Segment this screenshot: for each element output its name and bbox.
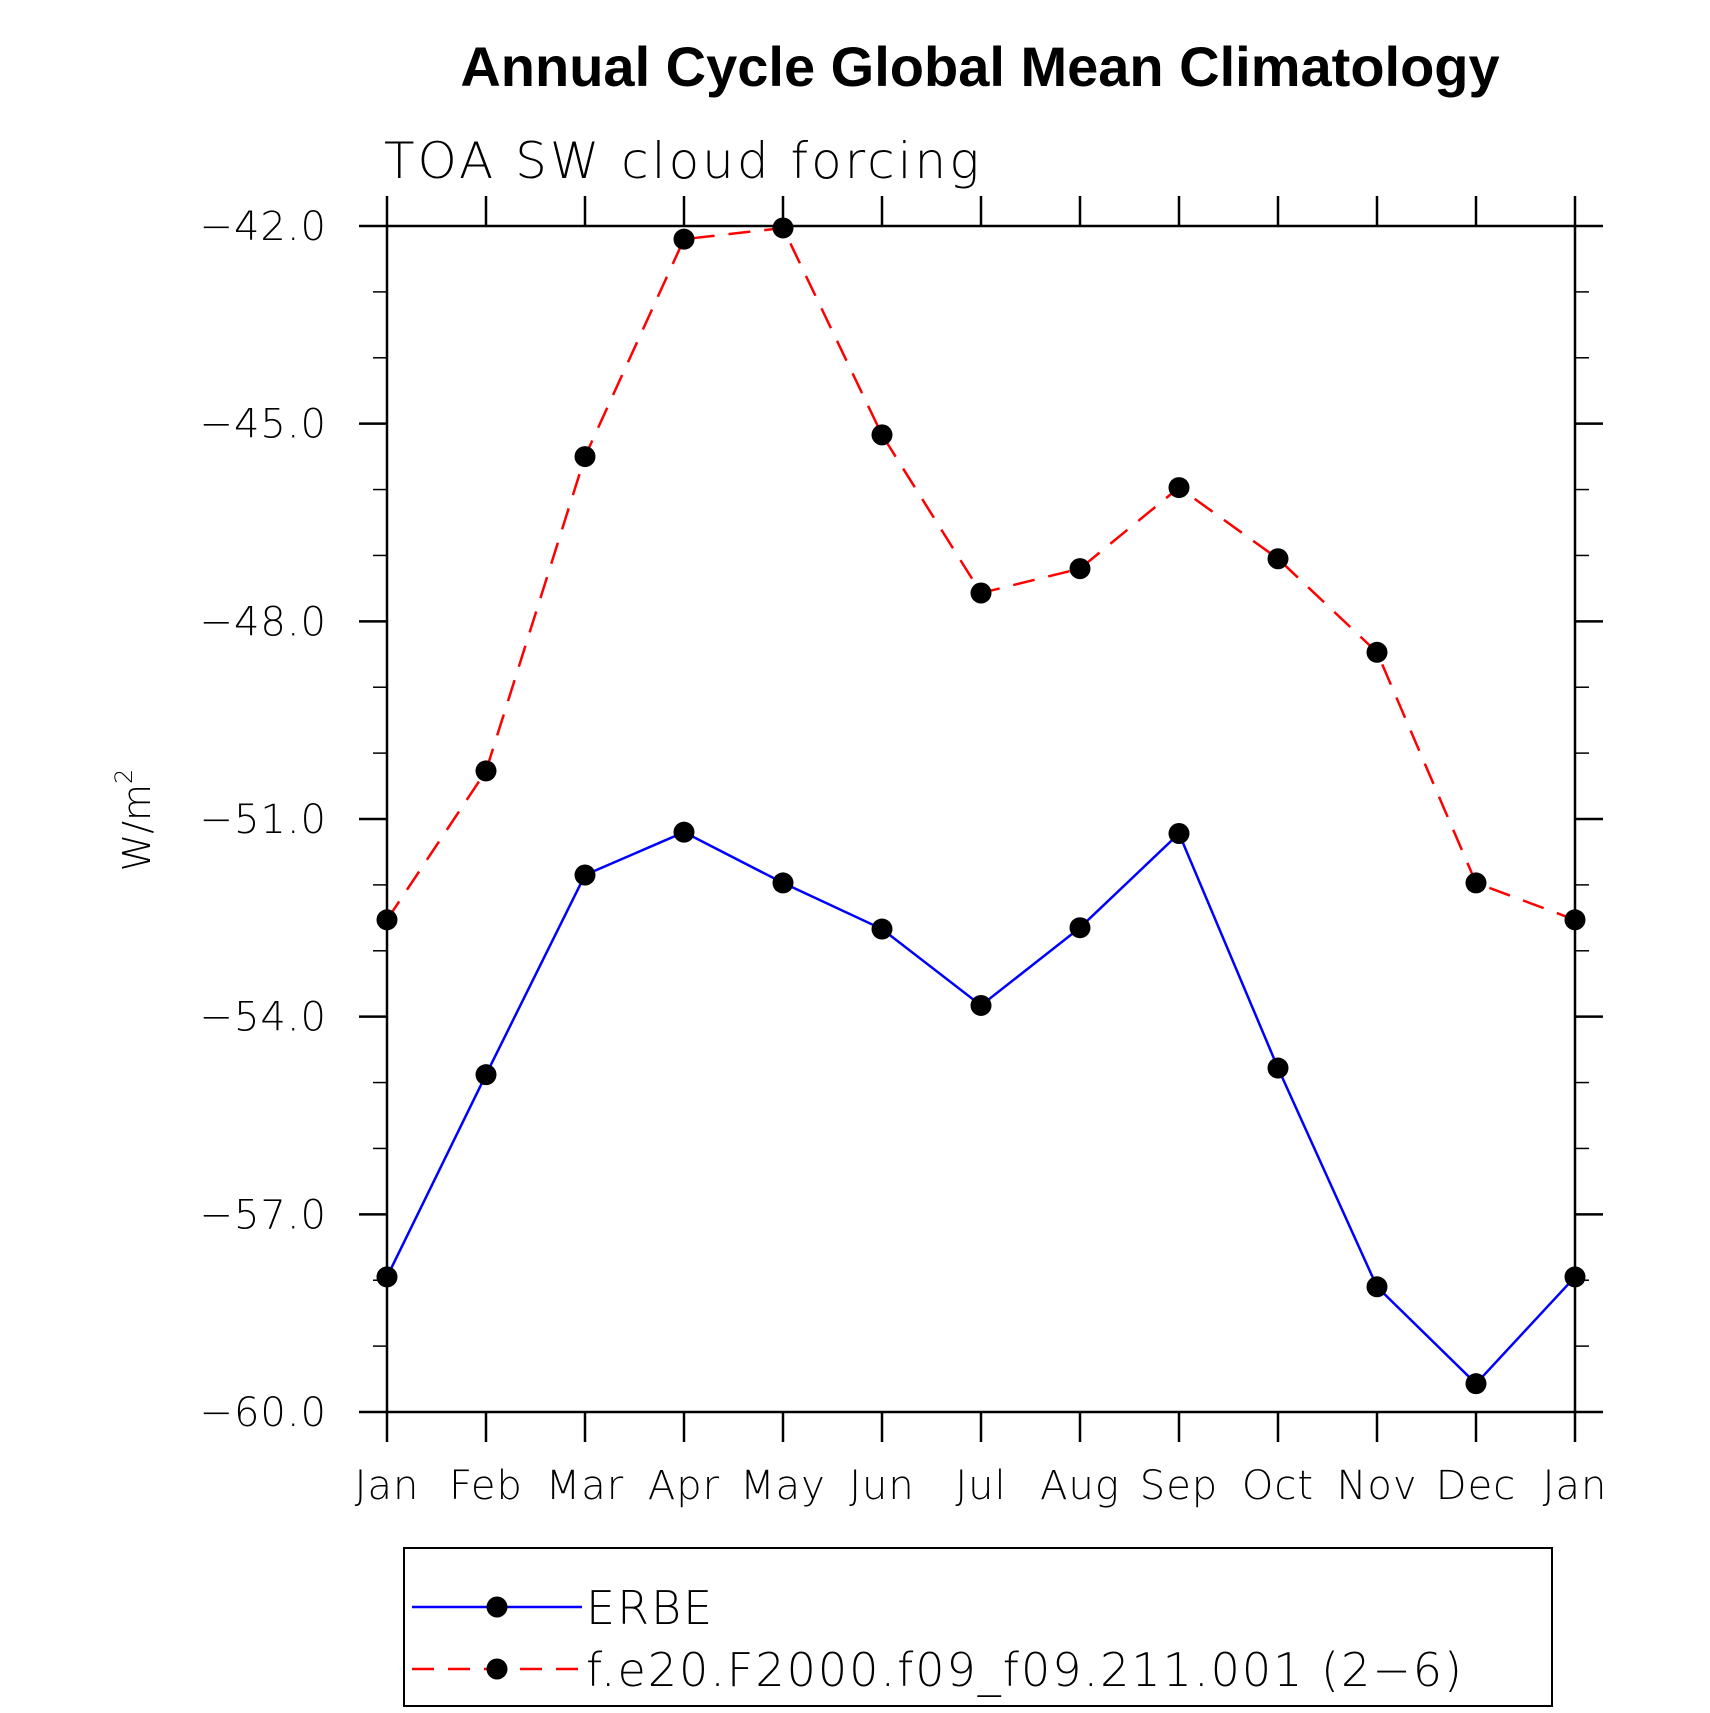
x-tick-label: Nov [1336, 1463, 1417, 1509]
data-point [871, 918, 893, 940]
y-tick-label: −48.0 [199, 599, 327, 645]
y-tick-label: −57.0 [199, 1192, 327, 1238]
legend-label: ERBE [586, 1581, 714, 1635]
data-point [376, 909, 398, 931]
series-line [385, 226, 1576, 921]
x-tick-label: Jun [849, 1463, 915, 1509]
data-point [673, 228, 695, 250]
x-tick-label: Feb [449, 1463, 523, 1509]
data-point [1069, 558, 1091, 580]
series-line [385, 830, 1576, 1386]
y-tick-label: −45.0 [199, 402, 327, 448]
data-point [1069, 917, 1091, 939]
data-point [1564, 909, 1586, 931]
y-tick-label: −51.0 [199, 797, 327, 843]
x-tick-label: Jan [355, 1463, 420, 1509]
data-point [1564, 1266, 1586, 1288]
x-tick-label: Jan [1543, 1463, 1608, 1509]
x-tick-label: Dec [1436, 1463, 1516, 1509]
legend-marker [486, 1596, 508, 1618]
x-tick-label: May [740, 1463, 826, 1509]
plot-frame [385, 224, 1577, 1414]
data-point [1168, 477, 1190, 499]
data-point [1465, 872, 1487, 894]
legend-label: f.e20.F2000.f09_f09.211.001 (2−6) [586, 1643, 1464, 1697]
legend-marker [486, 1658, 508, 1680]
data-point [871, 424, 893, 446]
x-tick-label: Mar [546, 1463, 624, 1509]
data-point [1465, 1373, 1487, 1395]
y-tick-label: −54.0 [199, 995, 327, 1041]
x-tick-label: Oct [1242, 1463, 1314, 1509]
data-point [574, 446, 596, 468]
data-point [673, 821, 695, 843]
chart-subtitle: TOA SW cloud forcing [384, 132, 982, 190]
data-point [574, 864, 596, 886]
data-point [475, 760, 497, 782]
x-axis: Jan Feb Mar Apr May Jun Jul Aug Sep Oct Nov Dec Jan [355, 196, 1608, 1509]
data-point [772, 872, 794, 894]
data-point [376, 1266, 398, 1288]
data-point [1366, 641, 1388, 663]
legend: ERBE f.e20.F2000.f09_f09.211.001 (2−6) [403, 1547, 1553, 1707]
x-tick-label: Jul [955, 1463, 1006, 1509]
y-axis-label-superscript: 2 [110, 769, 138, 784]
y-axis: −42.0 −45.0 −48.0 −51.0 −54.0 −57.0 −60.0 [199, 204, 1603, 1436]
x-tick-label: Apr [648, 1463, 720, 1509]
y-tick-label: −60.0 [199, 1390, 327, 1436]
series-layer [376, 217, 1586, 1395]
x-tick-label: Aug [1040, 1463, 1120, 1509]
data-point [1267, 548, 1289, 570]
y-tick-label: −42.0 [199, 204, 327, 250]
data-point [1366, 1276, 1388, 1298]
data-point [970, 994, 992, 1016]
data-point [772, 217, 794, 239]
data-point [475, 1064, 497, 1086]
y-axis-label-base: W/m [115, 784, 159, 871]
x-tick-label: Sep [1140, 1463, 1218, 1509]
legend-box [403, 1547, 1553, 1707]
data-point [970, 582, 992, 604]
y-axis-label: W/m2 [110, 769, 159, 872]
data-point [1168, 822, 1190, 844]
chart-title: Annual Cycle Global Mean Climatology [460, 35, 1499, 98]
data-point [1267, 1057, 1289, 1079]
